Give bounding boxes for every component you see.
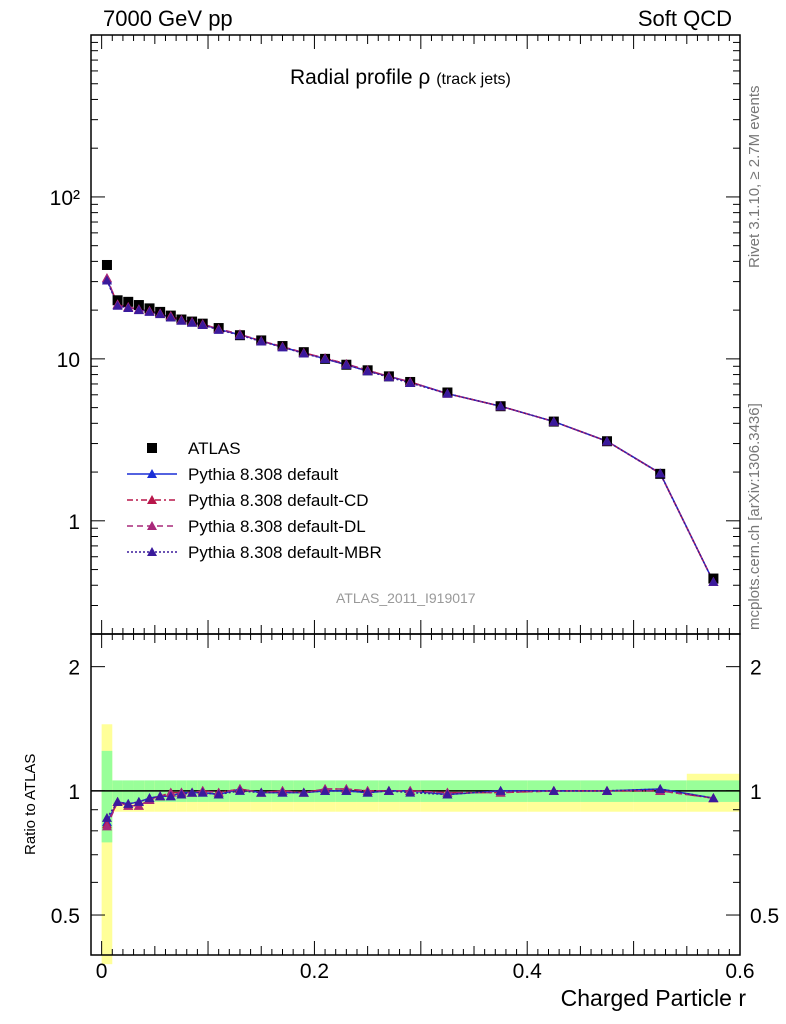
main-marker-pythia-8-308-default-mbr [234,330,245,340]
legend-marker [147,443,157,453]
ratio-y-tick-label: 0.5 [51,905,80,928]
ratio-marker-pythia-8-308-default-mbr [320,785,331,795]
legend-entry-label: Pythia 8.308 default-DL [188,517,366,536]
ratio-marker-pythia-8-308-default-mbr [213,789,224,799]
main-marker-pythia-8-308-default-mbr [495,401,506,411]
tick-labels: 1 10 10² 0.5 0.5 1 1 2 2 0 0.2 0.4 0.6 [50,187,780,983]
legend-marker [147,495,157,504]
x-tick-label: 0.4 [513,960,543,983]
ratio-marker-pythia-8-308-default-mbr [362,787,373,797]
main-marker-pythia-8-308-default-mbr [123,303,134,313]
green-band-segment [112,780,123,804]
header-energy-label: 7000 GeV pp [103,6,233,31]
legend-entry-label: Pythia 8.308 default [188,465,339,484]
plot-frames [90,34,741,956]
ratio-marker-pythia-8-308-default-mbr [123,798,134,808]
ratio-marker-pythia-8-308-default-mbr [176,789,187,799]
ratio-marker-pythia-8-308-default-mbr [405,787,416,797]
main-marker-pythia-8-308-default-mbr [101,275,112,285]
main-marker-pythia-8-308-default-mbr [133,305,144,315]
plot-title-main: Radial profile ρ [290,66,431,89]
ratio-y-tick-label: 2 [68,657,80,680]
main-marker-pythia-8-308-default-mbr [602,436,613,446]
legend: ATLAS Pythia 8.308 default Pythia 8.308 de… [127,439,382,562]
ratio-y-tick-label-right: 2 [750,657,762,680]
legend-marker [147,547,157,556]
ratio-marker-pythia-8-308-default-mbr [548,785,559,795]
ratio-marker-pythia-8-308-default-mbr [234,785,245,795]
ratio-marker-pythia-8-308-default-mbr [165,791,176,801]
main-marker-pythia-8-308-default-mbr [405,377,416,387]
legend-entry-label: ATLAS [188,439,241,458]
green-band-segment [101,750,113,843]
main-marker-pythia-8-308-default-mbr [112,300,123,310]
plot-title-sub: (track jets) [436,71,511,88]
ratio-marker-pythia-8-308-default-mbr [495,785,506,795]
legend-entry-label: Pythia 8.308 default-CD [188,491,369,510]
ratio-marker-pythia-8-308-default-mbr [112,796,123,806]
ratio-marker-pythia-8-308-default-mbr [277,787,288,797]
main-marker-pythia-8-308-default-mbr [320,353,331,363]
ratio-marker-pythia-8-308-default-mbr [101,812,112,822]
green-band-segment [122,780,134,804]
ratio-marker-pythia-8-308-default-mbr [442,789,453,799]
main-marker-pythia-8-308-default-mbr [187,317,198,327]
y-tick-label: 10² [50,187,80,210]
legend-marker [147,469,157,478]
legend-entry-label: Pythia 8.308 default-MBR [188,543,382,562]
ratio-uncertainty-bands [91,724,740,965]
header-category-label: Soft QCD [637,6,732,31]
main-marker-pythia-8-308-default-mbr [197,319,208,329]
ratio-marker-pythia-8-308-default-mbr [383,785,394,795]
plot-title: Radial profile ρ (track jets) [290,66,511,90]
main-marker-pythia-8-308-default-mbr [362,366,373,376]
x-tick-label: 0.6 [725,960,754,983]
x-tick-label: 0 [96,960,108,983]
main-marker-pythia-8-308-default-mbr [277,342,288,352]
main-marker-atlas [123,296,134,307]
y-tick-label: 10 [57,349,80,372]
main-marker-pythia-8-308-default-mbr [655,468,666,478]
ratio-marker-pythia-8-308-default-mbr [602,785,613,795]
ratio-marker-pythia-8-308-default-mbr [708,793,719,803]
main-marker-pythia-8-308-default-mbr [298,348,309,358]
ratio-marker-pythia-8-308-default-mbr [133,796,144,806]
analysis-watermark: ATLAS_2011_I919017 [336,590,476,606]
y-tick-label: 1 [68,511,80,534]
main-marker-pythia-8-308-default-mbr [442,388,453,398]
main-marker-pythia-8-308-default-mbr [341,359,352,369]
yellow-band-segment [101,724,113,965]
ratio-y-tick-label-right: 0.5 [750,905,779,928]
ratio-y-tick-label-right: 1 [750,781,762,804]
main-marker-pythia-8-308-default-mbr [383,372,394,382]
ratio-marker-pythia-8-308-default-mbr [655,784,666,794]
main-marker-pythia-8-308-default-mbr [213,324,224,334]
legend-marker [147,521,157,530]
ratio-marker-pythia-8-308-default-mbr [155,791,166,801]
main-marker-pythia-8-308-default-mbr [708,576,719,586]
main-marker-pythia-8-308-default-mbr [256,336,267,346]
main-marker-pythia-8-308-default-mbr [165,312,176,322]
main-marker-pythia-8-308-default-mbr [176,315,187,325]
x-axis-label: Charged Particle r [560,985,746,1011]
main-marker-pythia-8-308-default-mbr [548,416,559,426]
ratio-y-tick-label: 1 [68,781,80,804]
ratio-marker-pythia-8-308-default-mbr [144,793,155,803]
series-markers [101,259,719,831]
ratio-marker-pythia-8-308-default-mbr [298,787,309,797]
main-marker-pythia-8-308-default-mbr [155,309,166,319]
main-marker-atlas [101,259,112,270]
ratio-plot-frame [90,633,741,956]
ratio-marker-pythia-8-308-default-mbr [341,785,352,795]
ratio-marker-pythia-8-308-default-mbr [197,787,208,797]
axis-ticks [91,35,741,956]
ratio-marker-pythia-8-308-default-mbr [187,787,198,797]
ratio-marker-pythia-8-308-default-dl [101,821,112,831]
main-marker-pythia-8-308-default-mbr [144,306,155,316]
ratio-marker-pythia-8-308-default-mbr [256,787,267,797]
x-tick-label: 0.2 [300,960,329,983]
